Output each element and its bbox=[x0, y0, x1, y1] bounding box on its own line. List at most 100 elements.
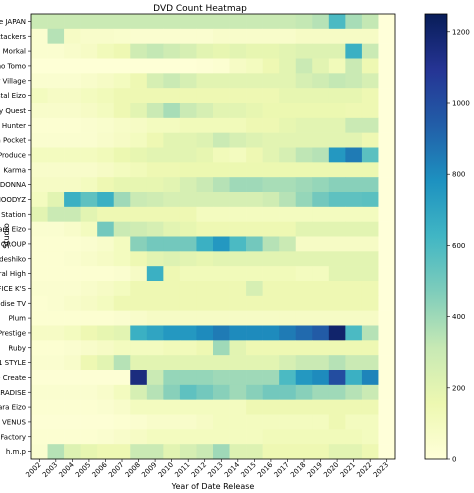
heatmap-cell bbox=[246, 117, 263, 133]
heatmap-cell bbox=[113, 251, 131, 267]
heatmap-cell bbox=[47, 236, 65, 252]
y-tick-label: Plum bbox=[9, 315, 27, 323]
heatmap-cell bbox=[345, 14, 363, 30]
heatmap-cell bbox=[345, 221, 363, 237]
heatmap-cell bbox=[163, 88, 181, 104]
heatmap-cell bbox=[163, 177, 181, 193]
heatmap-cell bbox=[312, 14, 330, 30]
heatmap-cell bbox=[196, 266, 214, 282]
heatmap-cell bbox=[345, 103, 363, 119]
heatmap-cell bbox=[31, 399, 48, 415]
heatmap-cell bbox=[279, 28, 297, 44]
y-tick-label: Wanz Factory bbox=[0, 433, 26, 441]
heatmap-cell bbox=[179, 236, 197, 252]
heatmap-cell bbox=[64, 444, 81, 460]
heatmap-cell bbox=[213, 117, 230, 133]
heatmap-cell bbox=[213, 429, 230, 445]
heatmap-cell bbox=[64, 88, 81, 104]
heatmap-cell bbox=[262, 177, 280, 193]
heatmap-cell bbox=[279, 266, 297, 282]
heatmap-cell bbox=[31, 162, 48, 178]
heatmap-cell bbox=[31, 295, 48, 311]
heatmap-cell bbox=[312, 117, 330, 133]
heatmap-cell bbox=[279, 147, 297, 163]
heatmap-cell bbox=[47, 192, 65, 208]
heatmap-cell bbox=[361, 147, 379, 163]
heatmap-cell bbox=[80, 399, 98, 415]
x-tick-label: 2004 bbox=[58, 460, 77, 479]
heatmap-cell bbox=[163, 310, 181, 326]
heatmap-cell bbox=[130, 399, 148, 415]
heatmap-cell bbox=[312, 88, 330, 104]
heatmap-cell bbox=[312, 355, 330, 371]
heatmap-cell bbox=[279, 58, 297, 74]
x-tick-label: 2006 bbox=[91, 460, 110, 479]
heatmap-cell bbox=[345, 399, 363, 415]
heatmap-cell bbox=[378, 28, 396, 44]
heatmap-cell bbox=[179, 73, 197, 89]
heatmap-cell bbox=[246, 43, 263, 59]
heatmap-cell bbox=[295, 384, 313, 400]
heatmap-cell bbox=[295, 88, 313, 104]
heatmap-cell bbox=[80, 132, 98, 148]
heatmap-cell bbox=[262, 221, 280, 237]
heatmap-cell bbox=[130, 192, 148, 208]
heatmap-cell bbox=[113, 192, 131, 208]
heatmap-cell bbox=[196, 370, 214, 386]
heatmap-cell bbox=[113, 43, 131, 59]
heatmap-cell bbox=[47, 162, 65, 178]
heatmap-cell bbox=[130, 414, 148, 430]
heatmap-cell bbox=[295, 132, 313, 148]
y-tick-label: h.m.p bbox=[6, 448, 27, 456]
heatmap-cell bbox=[47, 43, 65, 59]
heatmap-cell bbox=[163, 206, 181, 222]
heatmap-cell bbox=[196, 236, 214, 252]
heatmap-cell bbox=[262, 444, 280, 460]
heatmap-cell bbox=[130, 444, 148, 460]
heatmap-cell bbox=[262, 88, 280, 104]
heatmap-cell bbox=[179, 162, 197, 178]
heatmap-cell bbox=[130, 28, 148, 44]
heatmap-cell bbox=[262, 58, 280, 74]
heatmap-cell bbox=[378, 117, 396, 133]
heatmap-cell bbox=[328, 266, 346, 282]
heatmap-cell bbox=[97, 147, 115, 163]
heatmap-cell bbox=[47, 73, 65, 89]
heatmap-cell bbox=[328, 147, 346, 163]
heatmap-cell bbox=[64, 162, 81, 178]
heatmap-cell bbox=[279, 295, 297, 311]
heatmap-cell bbox=[229, 236, 247, 252]
heatmap-cell bbox=[378, 340, 396, 356]
heatmap-cell bbox=[130, 206, 148, 222]
y-tick-label: Ruby bbox=[8, 344, 26, 352]
heatmap-cell bbox=[279, 251, 297, 267]
colorbar-tick-label: 200 bbox=[452, 384, 465, 392]
heatmap-cell bbox=[345, 206, 363, 222]
heatmap-cell bbox=[31, 88, 48, 104]
heatmap-cell bbox=[361, 43, 379, 59]
heatmap-cell bbox=[113, 340, 131, 356]
heatmap-cell bbox=[196, 14, 214, 30]
heatmap-cell bbox=[229, 73, 247, 89]
heatmap-cell bbox=[146, 414, 164, 430]
heatmap-cell bbox=[80, 429, 98, 445]
heatmap-cell bbox=[113, 281, 131, 297]
heatmap-cell bbox=[246, 444, 263, 460]
heatmap-cell bbox=[213, 281, 230, 297]
heatmap-cell bbox=[279, 384, 297, 400]
heatmap-cell bbox=[328, 310, 346, 326]
heatmap-cell bbox=[31, 414, 48, 430]
heatmap-cell bbox=[196, 192, 214, 208]
heatmap-cell bbox=[64, 266, 81, 282]
heatmap-cell bbox=[213, 251, 230, 267]
heatmap-cell bbox=[31, 310, 48, 326]
heatmap-cell bbox=[179, 340, 197, 356]
heatmap-cell bbox=[328, 192, 346, 208]
heatmap-cell bbox=[345, 58, 363, 74]
heatmap-cell bbox=[312, 73, 330, 89]
heatmap-cell bbox=[345, 266, 363, 282]
heatmap-cell bbox=[328, 58, 346, 74]
heatmap-cell bbox=[295, 103, 313, 119]
heatmap-cell bbox=[262, 147, 280, 163]
